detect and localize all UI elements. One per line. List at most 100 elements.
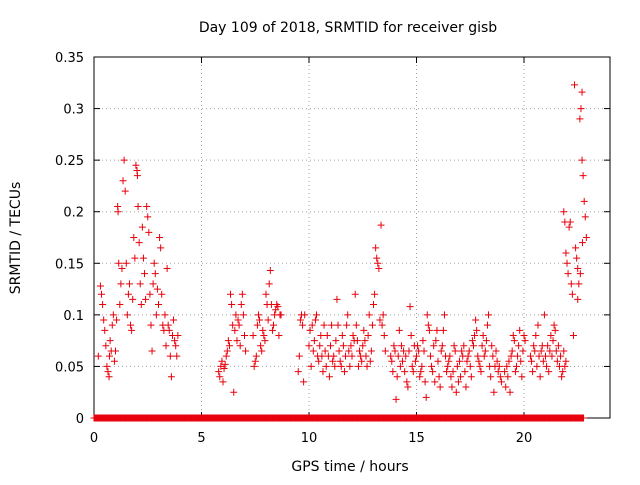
data-point <box>261 337 269 345</box>
data-point <box>380 331 388 339</box>
data-point <box>323 331 331 339</box>
data-point <box>451 347 459 355</box>
data-point <box>317 331 325 339</box>
data-point <box>108 321 116 329</box>
data-point <box>98 290 106 298</box>
y-tick-label: 0.05 <box>55 360 84 375</box>
data-point <box>319 368 327 376</box>
data-point <box>510 337 518 345</box>
data-point <box>374 259 382 267</box>
data-point <box>423 311 431 319</box>
data-point <box>475 357 483 365</box>
data-point <box>114 208 122 216</box>
data-point <box>424 321 432 329</box>
data-point <box>554 342 562 350</box>
data-point <box>465 347 473 355</box>
data-point <box>318 352 326 360</box>
data-point <box>469 342 477 350</box>
data-point <box>550 321 558 329</box>
data-point <box>332 337 340 345</box>
data-point <box>294 368 302 376</box>
data-point <box>479 331 487 339</box>
data-point <box>462 383 470 391</box>
data-point <box>274 303 282 311</box>
data-point <box>481 347 489 355</box>
data-point <box>166 352 174 360</box>
data-point <box>512 362 520 370</box>
data-point <box>390 342 398 350</box>
data-point <box>340 368 348 376</box>
data-point <box>564 270 572 278</box>
data-point <box>119 177 127 185</box>
data-point <box>131 254 139 262</box>
data-point <box>150 259 158 267</box>
data-point <box>490 388 498 396</box>
data-point <box>381 347 389 355</box>
data-point <box>268 326 276 334</box>
data-point <box>562 249 570 257</box>
data-point <box>558 373 566 381</box>
data-point <box>222 352 230 360</box>
data-point <box>504 373 512 381</box>
data-point <box>115 259 123 267</box>
data-point <box>252 352 260 360</box>
data-point <box>306 326 314 334</box>
data-point <box>362 352 370 360</box>
data-point <box>329 357 337 365</box>
data-point <box>531 347 539 355</box>
y-tick-label: 0.25 <box>55 154 84 169</box>
data-point <box>344 311 352 319</box>
data-point <box>548 352 556 360</box>
data-point <box>130 234 138 241</box>
data-point <box>339 342 347 350</box>
data-point <box>443 368 451 376</box>
data-point <box>234 316 242 324</box>
data-point <box>460 342 468 350</box>
data-point <box>569 331 577 339</box>
data-point <box>474 352 482 360</box>
data-point <box>395 326 403 334</box>
data-point <box>128 326 136 334</box>
data-point <box>520 331 528 339</box>
data-point <box>426 352 434 360</box>
data-point <box>307 362 315 370</box>
y-tick-label: 0.15 <box>55 257 84 272</box>
data-point <box>132 161 140 169</box>
data-point <box>151 270 159 278</box>
data-point <box>501 368 509 376</box>
data-point <box>544 342 552 350</box>
data-point <box>102 342 110 350</box>
data-point <box>563 259 571 267</box>
data-point <box>147 321 155 329</box>
data-point <box>105 352 113 360</box>
data-point <box>366 357 374 365</box>
data-point <box>393 373 401 381</box>
data-point <box>165 326 173 334</box>
y-tick-labels: 0 0.05 0.1 0.15 0.2 0.25 0.3 0.35 <box>55 51 84 427</box>
data-point <box>348 352 356 360</box>
data-point <box>457 373 465 381</box>
data-point <box>509 331 517 339</box>
x-tick-label: 0 <box>90 431 98 446</box>
zero-band-markers <box>90 414 588 422</box>
data-point <box>353 337 361 345</box>
data-point <box>518 373 526 381</box>
data-point <box>406 303 414 311</box>
data-point <box>543 362 551 370</box>
data-point <box>117 280 125 288</box>
data-point <box>345 347 353 355</box>
data-point <box>577 105 585 113</box>
data-point <box>221 360 229 368</box>
data-point <box>578 88 586 96</box>
data-point <box>375 264 383 272</box>
data-point <box>379 311 387 319</box>
data-point <box>136 280 144 288</box>
data-point <box>100 316 108 324</box>
data-point <box>275 331 283 339</box>
data-point <box>502 383 510 391</box>
data-point <box>376 316 384 324</box>
data-point <box>264 316 272 324</box>
data-point <box>445 357 453 365</box>
data-point <box>218 357 226 365</box>
data-point <box>537 347 545 355</box>
